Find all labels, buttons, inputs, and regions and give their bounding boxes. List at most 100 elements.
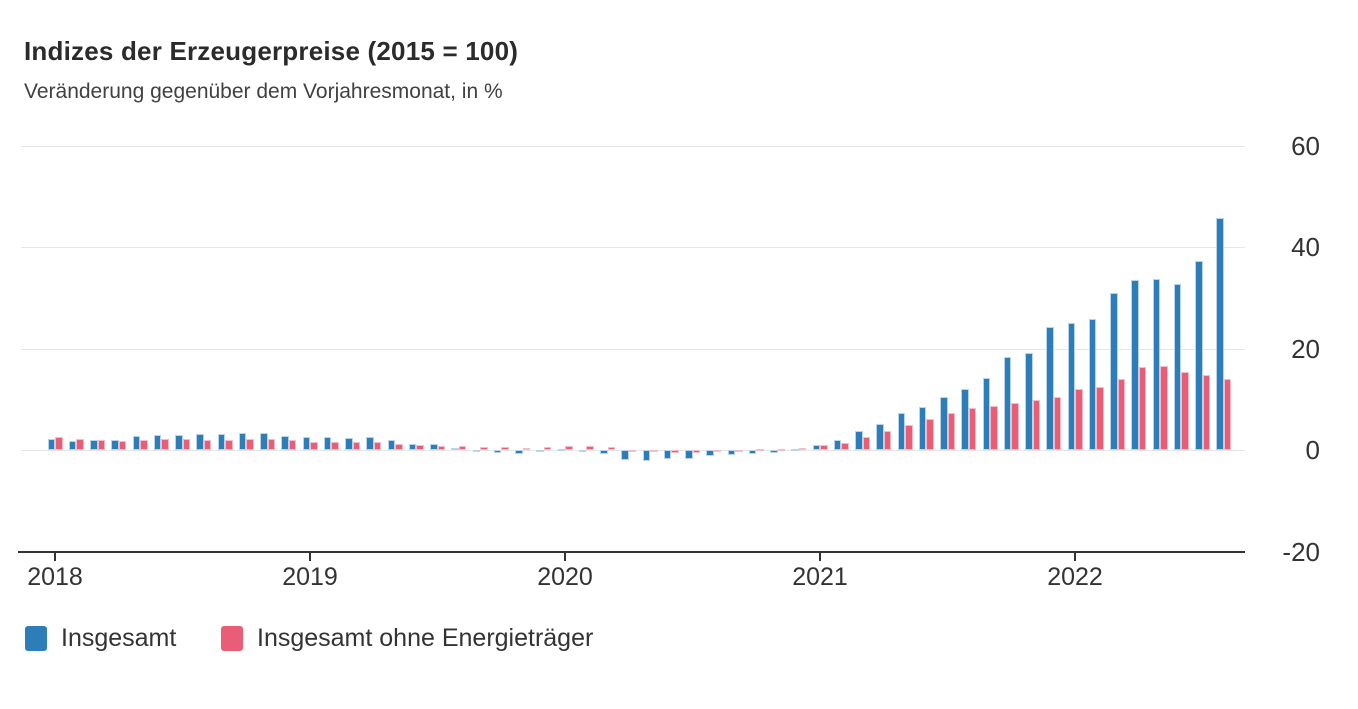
bar-ohne-energietraeger[interactable]	[373, 441, 382, 450]
bar-ohne-energietraeger[interactable]	[735, 450, 743, 452]
bar-insgesamt[interactable]	[1003, 356, 1012, 450]
bar-ohne-energietraeger[interactable]	[352, 442, 360, 450]
bar-insgesamt[interactable]	[897, 413, 905, 450]
bar-ohne-energietraeger[interactable]	[713, 450, 722, 453]
bar-ohne-energietraeger[interactable]	[76, 439, 84, 450]
bar-ohne-energietraeger[interactable]	[968, 407, 977, 450]
bar-ohne-energietraeger[interactable]	[203, 439, 212, 450]
bar-ohne-energietraeger[interactable]	[883, 431, 892, 450]
bar-ohne-energietraeger[interactable]	[140, 439, 148, 450]
bar-insgesamt[interactable]	[238, 433, 247, 450]
bar-ohne-energietraeger[interactable]	[543, 447, 552, 450]
bar-insgesamt[interactable]	[770, 450, 778, 453]
bar-insgesamt[interactable]	[345, 437, 353, 450]
bar-insgesamt[interactable]	[727, 450, 735, 456]
bar-insgesamt[interactable]	[706, 450, 714, 457]
bar-insgesamt[interactable]	[175, 434, 183, 450]
bar-insgesamt[interactable]	[281, 436, 289, 450]
bar-insgesamt[interactable]	[366, 437, 374, 450]
bar-insgesamt[interactable]	[515, 450, 523, 454]
bar-insgesamt[interactable]	[1195, 261, 1203, 450]
bar-ohne-energietraeger[interactable]	[905, 424, 913, 450]
bar-insgesamt[interactable]	[1131, 279, 1139, 450]
bar-insgesamt[interactable]	[68, 440, 77, 450]
bar-insgesamt[interactable]	[1110, 293, 1118, 450]
bar-ohne-energietraeger[interactable]	[692, 450, 700, 453]
bar-ohne-energietraeger[interactable]	[628, 450, 637, 452]
bar-ohne-energietraeger[interactable]	[310, 442, 318, 450]
bar-ohne-energietraeger[interactable]	[1075, 389, 1083, 450]
bar-ohne-energietraeger[interactable]	[841, 442, 849, 450]
bar-insgesamt[interactable]	[812, 445, 820, 450]
bar-insgesamt[interactable]	[536, 450, 544, 452]
bar-insgesamt[interactable]	[557, 448, 565, 451]
bar-ohne-energietraeger[interactable]	[182, 439, 190, 450]
bar-insgesamt[interactable]	[90, 440, 98, 450]
bar-ohne-energietraeger[interactable]	[671, 450, 679, 453]
bar-insgesamt[interactable]	[1046, 327, 1054, 450]
bar-insgesamt[interactable]	[1216, 217, 1224, 450]
bar-ohne-energietraeger[interactable]	[267, 439, 275, 450]
bar-ohne-energietraeger[interactable]	[55, 436, 63, 450]
bar-insgesamt[interactable]	[791, 448, 799, 451]
bar-insgesamt[interactable]	[260, 433, 268, 450]
bar-insgesamt[interactable]	[1067, 323, 1075, 450]
bar-insgesamt[interactable]	[408, 443, 417, 450]
bar-ohne-energietraeger[interactable]	[1096, 387, 1104, 450]
bar-insgesamt[interactable]	[217, 433, 225, 450]
bar-insgesamt[interactable]	[472, 450, 480, 452]
bar-insgesamt[interactable]	[451, 448, 459, 451]
bar-ohne-energietraeger[interactable]	[650, 450, 658, 452]
bar-insgesamt[interactable]	[493, 450, 502, 454]
bar-ohne-energietraeger[interactable]	[607, 447, 615, 450]
bar-ohne-energietraeger[interactable]	[1202, 375, 1210, 450]
bar-ohne-energietraeger[interactable]	[947, 413, 955, 450]
bar-insgesamt[interactable]	[1025, 352, 1033, 450]
bar-ohne-energietraeger[interactable]	[798, 447, 807, 450]
bar-insgesamt[interactable]	[1152, 279, 1160, 450]
bar-insgesamt[interactable]	[748, 450, 757, 454]
bar-ohne-energietraeger[interactable]	[1138, 367, 1147, 450]
bar-ohne-energietraeger[interactable]	[437, 445, 445, 450]
bar-insgesamt[interactable]	[940, 397, 948, 450]
bar-insgesamt[interactable]	[430, 444, 438, 450]
bar-ohne-energietraeger[interactable]	[862, 437, 870, 450]
bar-insgesamt[interactable]	[47, 439, 55, 450]
bar-insgesamt[interactable]	[876, 423, 884, 450]
bar-ohne-energietraeger[interactable]	[288, 439, 297, 450]
bar-insgesamt[interactable]	[111, 439, 119, 450]
bar-ohne-energietraeger[interactable]	[1223, 378, 1232, 450]
bar-ohne-energietraeger[interactable]	[1053, 397, 1062, 450]
bar-ohne-energietraeger[interactable]	[1011, 403, 1019, 450]
bar-insgesamt[interactable]	[387, 440, 395, 450]
bar-ohne-energietraeger[interactable]	[331, 441, 339, 450]
bar-ohne-energietraeger[interactable]	[820, 445, 828, 450]
bar-insgesamt[interactable]	[132, 436, 140, 450]
bar-ohne-energietraeger[interactable]	[1160, 366, 1168, 450]
bar-insgesamt[interactable]	[196, 434, 204, 450]
bar-insgesamt[interactable]	[961, 389, 969, 450]
bar-ohne-energietraeger[interactable]	[97, 440, 105, 450]
bar-ohne-energietraeger[interactable]	[1032, 399, 1040, 450]
bar-insgesamt[interactable]	[685, 450, 693, 459]
bar-insgesamt[interactable]	[642, 450, 650, 462]
bar-ohne-energietraeger[interactable]	[1181, 371, 1189, 450]
bar-insgesamt[interactable]	[855, 431, 863, 450]
bar-ohne-energietraeger[interactable]	[777, 448, 785, 451]
bar-insgesamt[interactable]	[918, 406, 927, 450]
bar-ohne-energietraeger[interactable]	[246, 438, 254, 450]
bar-ohne-energietraeger[interactable]	[118, 440, 127, 450]
bar-insgesamt[interactable]	[302, 436, 310, 450]
bar-ohne-energietraeger[interactable]	[225, 439, 233, 450]
bar-insgesamt[interactable]	[578, 450, 587, 452]
bar-ohne-energietraeger[interactable]	[395, 443, 403, 450]
bar-insgesamt[interactable]	[153, 434, 162, 450]
bar-ohne-energietraeger[interactable]	[565, 445, 573, 450]
bar-ohne-energietraeger[interactable]	[522, 447, 530, 450]
bar-ohne-energietraeger[interactable]	[416, 444, 424, 450]
bar-ohne-energietraeger[interactable]	[756, 448, 764, 451]
bar-insgesamt[interactable]	[1088, 318, 1097, 450]
bar-ohne-energietraeger[interactable]	[501, 447, 509, 450]
bar-ohne-energietraeger[interactable]	[1117, 378, 1125, 450]
bar-ohne-energietraeger[interactable]	[458, 446, 467, 450]
